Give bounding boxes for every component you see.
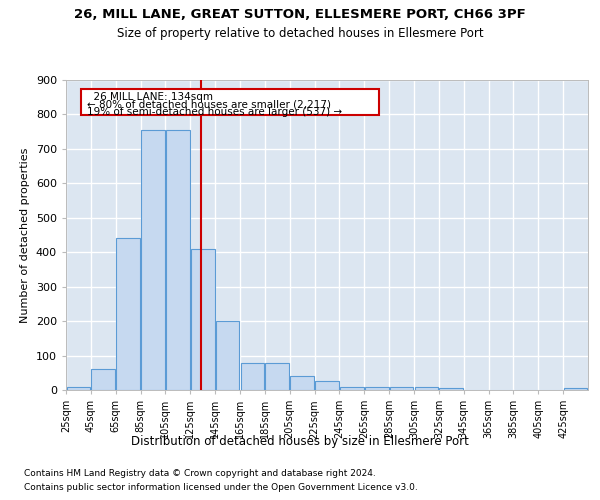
Bar — [415, 386, 438, 390]
Y-axis label: Number of detached properties: Number of detached properties — [20, 148, 30, 322]
Bar — [265, 364, 289, 390]
Bar — [290, 376, 314, 390]
Bar — [67, 386, 90, 390]
Bar — [81, 89, 379, 115]
Text: Contains HM Land Registry data © Crown copyright and database right 2024.: Contains HM Land Registry data © Crown c… — [24, 468, 376, 477]
Bar — [216, 321, 239, 390]
Text: Size of property relative to detached houses in Ellesmere Port: Size of property relative to detached ho… — [116, 28, 484, 40]
Bar — [116, 238, 140, 390]
Text: 26, MILL LANE, GREAT SUTTON, ELLESMERE PORT, CH66 3PF: 26, MILL LANE, GREAT SUTTON, ELLESMERE P… — [74, 8, 526, 20]
Bar — [439, 388, 463, 390]
Bar — [91, 370, 115, 390]
Bar — [141, 130, 165, 390]
Text: Contains public sector information licensed under the Open Government Licence v3: Contains public sector information licen… — [24, 484, 418, 492]
Text: 26 MILL LANE: 134sqm: 26 MILL LANE: 134sqm — [87, 92, 213, 102]
Bar — [365, 386, 389, 390]
Bar — [315, 382, 339, 390]
Text: Distribution of detached houses by size in Ellesmere Port: Distribution of detached houses by size … — [131, 435, 469, 448]
Bar — [241, 364, 264, 390]
Text: 19% of semi-detached houses are larger (537) →: 19% of semi-detached houses are larger (… — [87, 107, 342, 117]
Bar — [564, 388, 587, 390]
Bar — [166, 130, 190, 390]
Text: ← 80% of detached houses are smaller (2,217): ← 80% of detached houses are smaller (2,… — [87, 100, 331, 110]
Bar — [390, 386, 413, 390]
Bar — [191, 249, 215, 390]
Bar — [340, 386, 364, 390]
